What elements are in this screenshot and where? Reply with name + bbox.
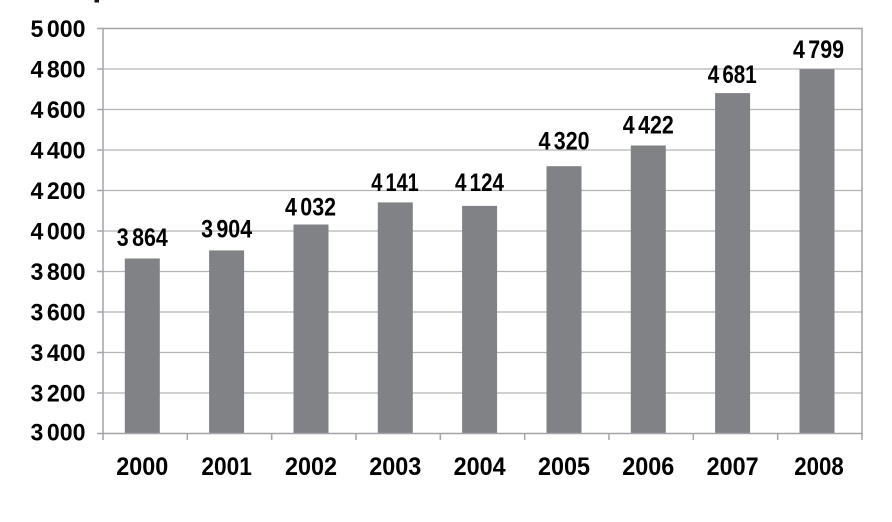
svg-text:4 124: 4 124 bbox=[455, 169, 504, 197]
svg-text:3 904: 3 904 bbox=[201, 216, 252, 244]
svg-text:4 422: 4 422 bbox=[623, 111, 674, 139]
svg-text:4 600: 4 600 bbox=[31, 97, 86, 124]
svg-text:3 864: 3 864 bbox=[117, 224, 168, 252]
svg-text:2003: 2003 bbox=[369, 453, 421, 481]
svg-text:3 200: 3 200 bbox=[31, 381, 86, 408]
svg-text:4 800: 4 800 bbox=[31, 57, 86, 84]
svg-text:2006: 2006 bbox=[622, 453, 674, 481]
svg-text:2007: 2007 bbox=[707, 453, 759, 481]
svg-text:5 000: 5 000 bbox=[31, 16, 86, 43]
svg-text:2005: 2005 bbox=[538, 453, 590, 481]
svg-text:4 032: 4 032 bbox=[285, 193, 336, 221]
svg-text:2000: 2000 bbox=[116, 453, 168, 481]
svg-text:3 600: 3 600 bbox=[31, 300, 86, 327]
svg-text:2002: 2002 bbox=[285, 453, 337, 481]
svg-text:3 000: 3 000 bbox=[31, 420, 86, 447]
svg-text:4 320: 4 320 bbox=[539, 127, 590, 155]
svg-text:2008: 2008 bbox=[794, 453, 844, 481]
svg-text:3 800: 3 800 bbox=[31, 259, 86, 286]
svg-text:4 000: 4 000 bbox=[31, 219, 86, 246]
svg-text:4 799: 4 799 bbox=[793, 36, 844, 64]
svg-text:4 200: 4 200 bbox=[31, 178, 86, 205]
svg-text:3 400: 3 400 bbox=[31, 340, 86, 367]
svg-text:4 681: 4 681 bbox=[708, 61, 757, 89]
svg-text:2004: 2004 bbox=[454, 453, 506, 481]
svg-text:4 400: 4 400 bbox=[31, 138, 86, 165]
svg-text:4 141: 4 141 bbox=[371, 169, 419, 197]
svg-text:2001: 2001 bbox=[201, 453, 252, 481]
